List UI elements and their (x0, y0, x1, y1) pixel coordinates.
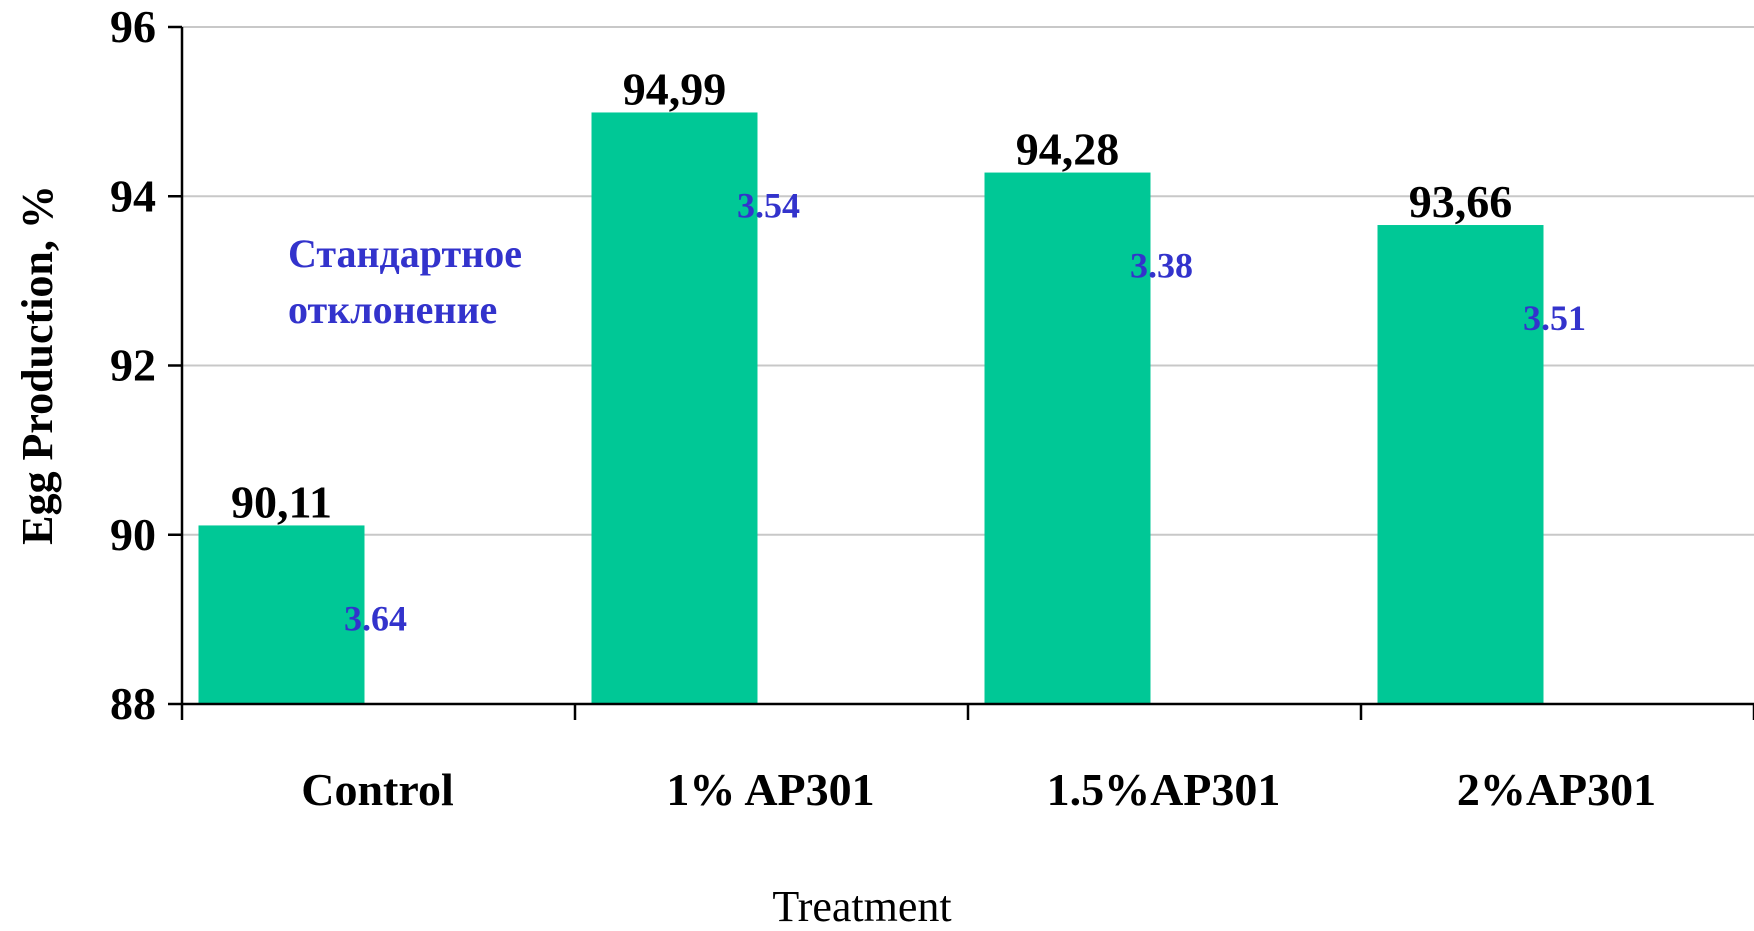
std-dev-annotation-line-1: Стандартное (288, 231, 522, 276)
bar (198, 525, 365, 704)
bar (591, 112, 758, 704)
bar (984, 172, 1151, 704)
x-axis-title: Treatment (772, 882, 951, 931)
std-dev-annotation-line-2: отклонение (288, 287, 497, 332)
data-label: 90,11 (231, 476, 332, 527)
y-axis-title: Egg Production, % (13, 185, 62, 545)
data-label: 94,99 (623, 63, 727, 114)
data-label: 94,28 (1016, 124, 1120, 175)
y-tick-label: 94 (110, 170, 156, 221)
y-tick-label: 96 (110, 1, 156, 52)
axes (168, 25, 1754, 720)
std-dev-label: 3.38 (1130, 246, 1193, 286)
std-dev-label: 3.54 (737, 185, 800, 225)
x-tick-label: 2%AP301 (1457, 764, 1656, 815)
bars (198, 112, 1544, 704)
data-label: 93,66 (1409, 176, 1513, 227)
std-dev-label: 3.51 (1523, 298, 1586, 338)
y-tick-label: 88 (110, 678, 156, 729)
x-tick-label: 1% AP301 (666, 764, 874, 815)
std-dev-label: 3.64 (344, 598, 407, 638)
x-tick-label: Control (301, 764, 454, 815)
bar (1377, 225, 1544, 704)
std-dev-annotation: Стандартное отклонение (288, 231, 532, 332)
y-tick-label: 90 (110, 509, 156, 560)
labels: 88 90 92 94 96 90,11 3.64 Control 94,99 3.54 1% AP… (110, 1, 1656, 815)
x-tick-label: 1.5%AP301 (1047, 764, 1281, 815)
y-tick-label: 92 (110, 340, 156, 391)
